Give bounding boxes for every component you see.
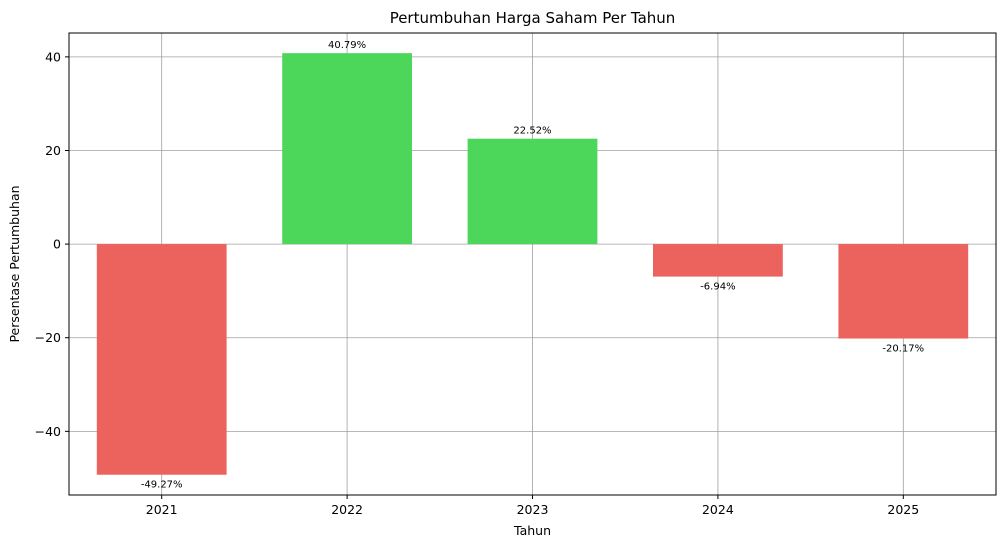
label-layer: -49.27% 40.79% 22.52% -6.94% -20.17% — [141, 40, 924, 491]
x-tick-label: 2023 — [517, 502, 549, 517]
y-axis-label: Persentase Pertumbuhan — [7, 185, 22, 342]
y-tick-label: −20 — [35, 330, 61, 345]
y-tick-label: 40 — [45, 49, 61, 64]
bar-2021 — [96, 244, 227, 475]
data-label: 40.79% — [328, 40, 366, 51]
bar-layer — [96, 53, 969, 475]
data-label: -6.94% — [700, 282, 735, 293]
chart-title: Pertumbuhan Harga Saham Per Tahun — [390, 9, 676, 27]
tick-layer: −40 −20 0 20 40 2021 2022 2023 2024 2025 — [35, 49, 920, 517]
data-label: -20.17% — [882, 344, 924, 355]
data-label: 22.52% — [513, 126, 551, 137]
x-tick-label: 2022 — [331, 502, 363, 517]
x-axis-label: Tahun — [513, 523, 551, 538]
y-tick-label: 20 — [45, 143, 61, 158]
x-tick-label: 2024 — [702, 502, 734, 517]
bar-2025 — [838, 244, 969, 339]
y-tick-label: 0 — [53, 237, 61, 252]
x-tick-label: 2021 — [146, 502, 178, 517]
x-tick-label: 2025 — [887, 502, 919, 517]
y-tick-label: −40 — [35, 424, 61, 439]
bar-2024 — [653, 244, 783, 277]
bar-2023 — [467, 138, 598, 245]
data-label: -49.27% — [141, 480, 183, 491]
bar-2022 — [282, 53, 412, 245]
